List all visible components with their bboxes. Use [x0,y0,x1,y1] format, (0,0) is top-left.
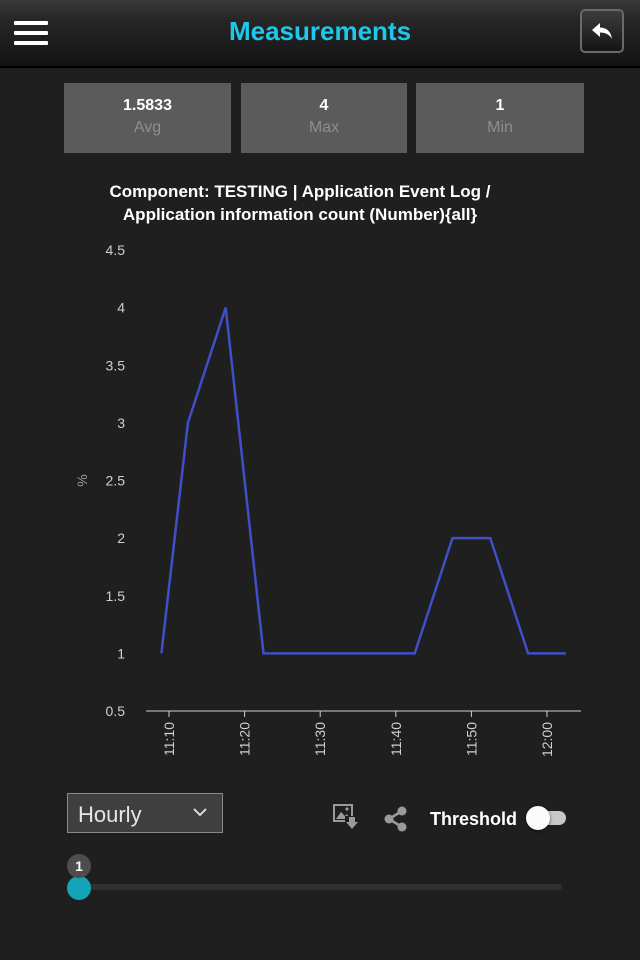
stat-avg-value: 1.5833 [123,97,172,114]
stat-avg: 1.5833 Avg [64,83,231,153]
x-tick-label: 11:10 [161,722,177,756]
stat-min-label: Min [487,119,513,136]
stat-min: 1 Min [416,83,584,153]
x-tick-label: 12:00 [539,722,555,757]
threshold-toggle[interactable] [526,806,568,830]
x-tick-label: 11:50 [463,722,479,756]
period-select-value: Hourly [78,802,142,827]
x-tick-label: 11:40 [388,722,404,756]
stat-avg-label: Avg [133,119,162,136]
chart-title: Component: TESTING | Application Event L… [80,180,520,226]
share-icon[interactable] [382,805,410,833]
range-slider: 1 [66,850,566,900]
y-tick-label: 4.5 [106,242,126,258]
x-tick-label: 11:20 [237,722,253,756]
y-tick-label: 3 [117,415,125,431]
stat-max-value: 4 [319,97,329,114]
threshold-label: Threshold [430,809,518,829]
chart-title-line2: Application information count (Number){a… [122,205,478,224]
stat-min-value: 1 [495,97,505,114]
slider-handle[interactable] [67,876,91,900]
x-tick-label: 11:30 [312,722,328,756]
stat-max-label: Max [308,119,340,136]
export-image-icon[interactable] [332,803,360,831]
y-tick-label: 4 [117,300,125,316]
chart-title-line1: Component: TESTING | Application Event L… [109,182,491,201]
y-axis: 0.5 1 1.5 2 2.5 3 3.5 4 4.5% [74,242,125,719]
y-tick-label: 1.5 [106,588,126,604]
back-button[interactable] [580,9,624,53]
stats-row: 1.5833 Avg 4 Max 1 Min [64,83,584,153]
y-tick-label: 2 [117,530,125,546]
page-title: Measurements [228,16,412,46]
app-header: Measurements [0,0,640,68]
back-arrow-icon [592,23,612,39]
slider-value-label: 1 [67,854,91,878]
slider-track[interactable] [78,884,562,890]
y-tick-label: 1 [117,645,125,661]
y-tick-label: 0.5 [106,703,126,719]
period-select[interactable]: Hourly [67,793,223,833]
chevron-down-icon [193,808,207,817]
series-line [160,307,566,655]
plot-area [160,307,566,655]
stat-max: 4 Max [241,83,407,153]
y-axis-label: % [74,474,90,486]
y-tick-label: 3.5 [106,357,126,373]
x-axis: 11:10 11:20 11:30 11:40 11:50 12:00 [146,710,581,757]
measurement-chart: 0.5 1 1.5 2 2.5 3 3.5 4 4.5% 11:10 11:20 11:30 11:4… [74,242,581,757]
toggle-thumb [526,806,550,830]
y-tick-label: 2.5 [106,473,126,489]
hamburger-menu-icon[interactable] [14,18,48,48]
